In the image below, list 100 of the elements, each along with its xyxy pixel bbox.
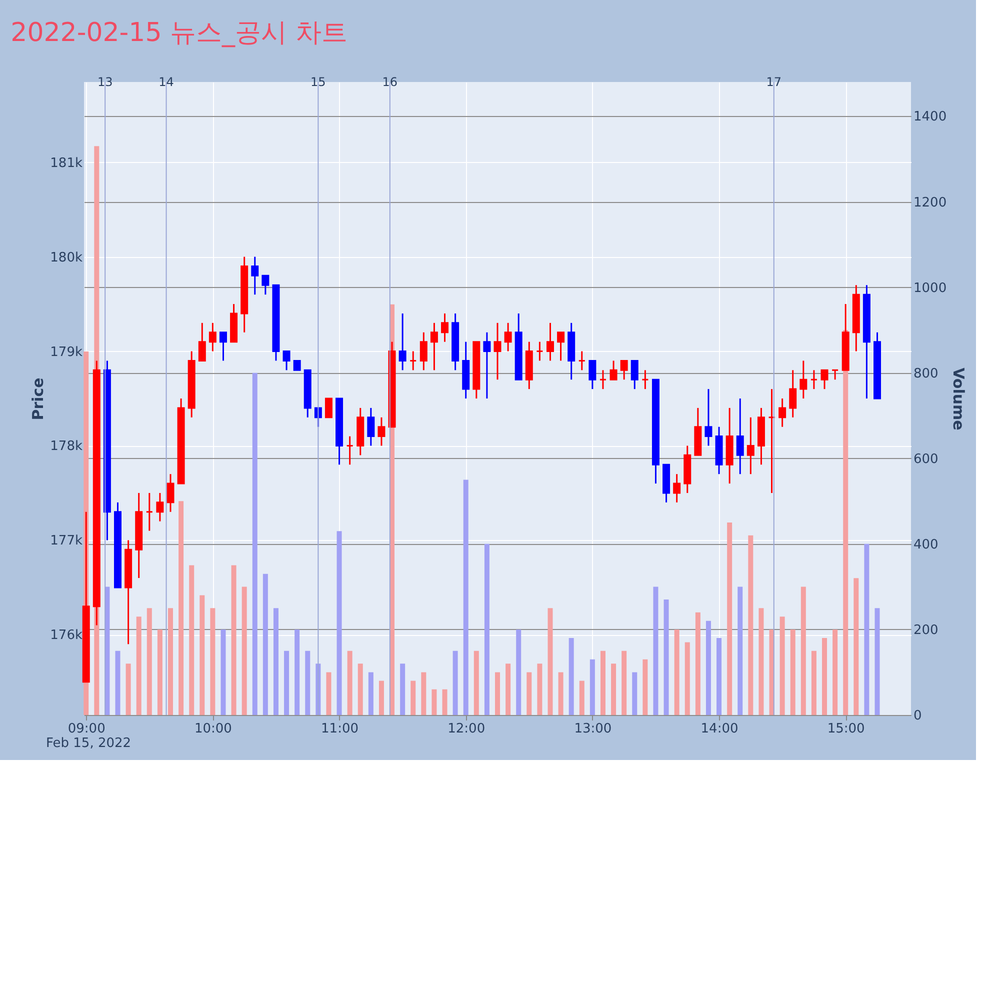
bar [684,642,690,715]
bar [146,608,152,715]
bar [874,608,880,715]
y-tick-label: 176k [50,628,83,644]
bar [347,650,352,715]
x-tick-label: 10:00 [194,722,232,736]
bar [642,659,648,715]
bar [495,672,500,715]
chart-title: 2022-02-15 뉴스_공시 차트 [10,18,348,48]
candlestick [789,369,797,418]
bar [727,522,732,715]
candlestick [536,341,544,362]
bar [674,629,680,715]
bar [421,672,426,715]
bar [474,650,479,715]
bar [600,650,606,715]
candlestick [208,322,216,352]
bar [210,608,216,715]
y2-tick-label: 1000 [914,280,947,296]
bar [284,650,290,715]
candlestick [736,398,744,475]
bar [748,535,754,715]
candlestick [494,322,502,380]
bar [126,664,131,715]
candlestick [704,388,712,446]
candlestick [198,322,206,362]
x-tick-label: 14:00 [700,722,738,736]
candlestick [620,360,628,380]
bar [758,608,764,715]
candlestick [166,473,174,513]
bar [200,595,205,715]
candlestick [673,473,681,504]
candlestick [420,332,428,371]
bar [822,638,828,715]
bar [590,659,595,715]
candlestick [557,332,565,362]
bar [738,586,743,715]
candlestick [778,398,786,428]
x-tick-label: 09:00 [68,722,106,736]
candlestick [578,350,586,371]
bar [558,672,564,715]
x-tick-label: 12:00 [448,722,486,736]
bar [484,544,490,715]
candlestick [219,332,227,362]
candlestick [746,416,754,475]
candlestick [346,436,354,466]
bar [611,664,616,715]
bar [854,578,859,715]
bar [432,689,437,715]
candlestick [156,492,164,522]
candlestick [630,360,638,390]
bar [664,600,669,715]
y2-axis-title: Volume [950,368,968,430]
bar [220,629,226,715]
ref-line-label: 13 [97,75,113,89]
bar [537,664,542,715]
y2-tick-label: 400 [914,537,938,552]
y-tick-label: 180k [50,250,83,266]
bar [336,531,342,715]
candlestick [367,407,375,446]
y2-tick-label: 1400 [914,110,947,125]
candlestick [546,322,554,362]
candlestick [430,322,438,371]
candlestick [641,369,649,390]
ref-line-label: 17 [766,75,782,89]
x-tick-label: 11:00 [321,722,359,736]
candlestick [282,350,290,371]
bar [843,330,848,715]
bar [548,608,553,715]
bar [305,650,310,715]
y2-tick-label: 0 [914,708,922,724]
bar [400,664,406,715]
y2-tick-label: 600 [914,452,938,467]
bar [632,672,638,715]
ref-line-label: 16 [382,75,398,89]
bar [326,672,332,715]
bar [252,372,258,715]
bar [832,629,838,715]
y-tick-label: 181k [50,156,83,171]
candlestick [378,416,386,446]
candlestick [504,322,512,352]
ref-line-label: 14 [158,75,174,89]
candlestick [409,350,417,371]
bar [442,689,448,715]
bar [115,650,120,715]
y2-tick-label: 200 [914,622,938,638]
bar [168,608,173,715]
bar [452,650,458,715]
candlestick [810,369,818,390]
candlestick [251,256,259,296]
candlestick [599,369,607,390]
bar [368,672,374,715]
x-tick-label: 13:00 [574,722,612,736]
candlestick [588,360,596,390]
bar [653,586,658,715]
bar [568,638,574,715]
candlestick [831,369,839,380]
ref-line-label: 15 [310,75,326,89]
bar [242,586,247,715]
candlestick [262,274,270,296]
